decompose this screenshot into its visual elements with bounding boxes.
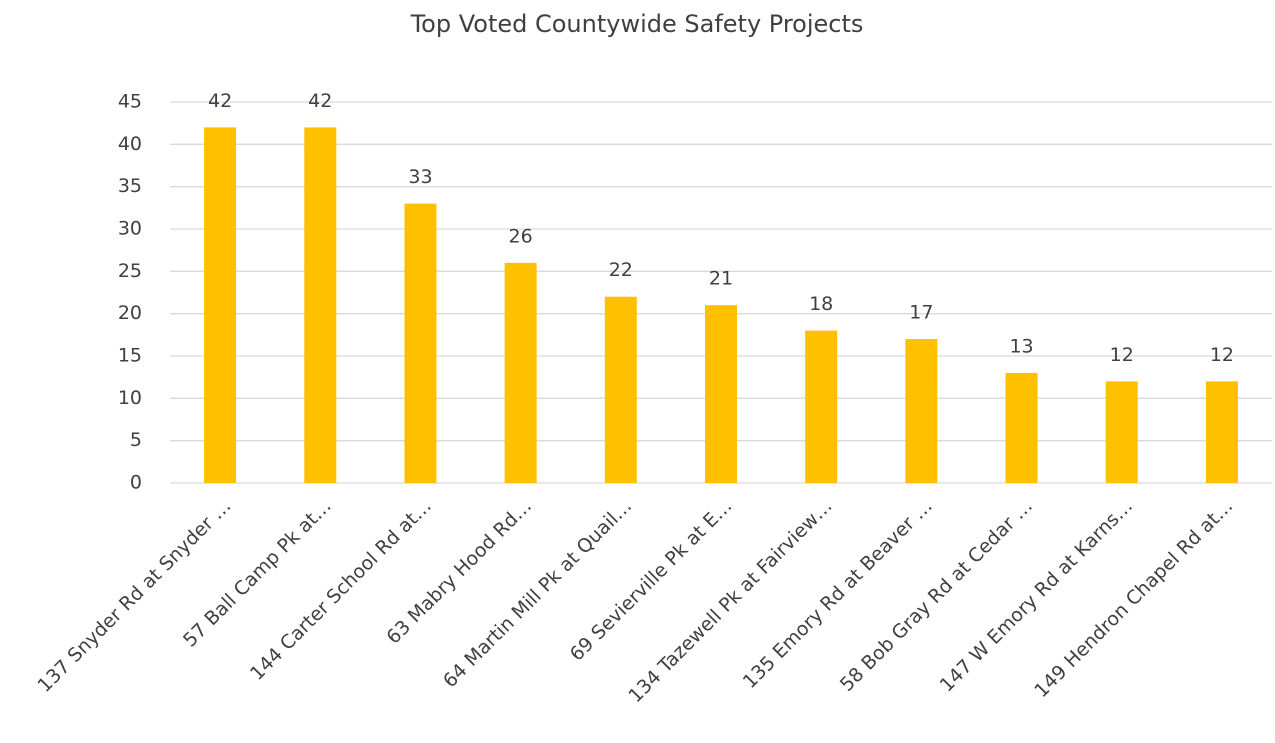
data-label: 42: [308, 90, 332, 112]
x-tick-label: 134 Tazewell Pk at Fairview…: [624, 495, 836, 707]
x-tick-label: 64 Martin Mill Pk at Quail…: [439, 495, 636, 692]
x-tick-label: 149 Hendron Chapel Rd at…: [1030, 495, 1237, 702]
bar: [905, 339, 938, 483]
data-label: 33: [408, 166, 432, 188]
data-label: 26: [509, 225, 533, 247]
data-label: 17: [909, 302, 933, 324]
bar: [204, 127, 237, 484]
data-label: 12: [1110, 344, 1134, 366]
bar: [705, 305, 737, 483]
y-tick-label: 5: [130, 429, 142, 451]
x-tick-label: 69 Sevierville Pk at E…: [566, 495, 737, 666]
y-tick-label: 35: [118, 175, 142, 197]
y-tick-label: 45: [118, 91, 142, 113]
x-tick-label: 144 Carter School Rd at…: [246, 495, 436, 685]
y-tick-label: 0: [130, 472, 142, 494]
data-label: 13: [1009, 335, 1033, 357]
bar: [1005, 372, 1038, 483]
x-tick-label: 147 W Emory Rd at Karns…: [936, 495, 1138, 697]
bar: [404, 203, 437, 483]
bar: [304, 127, 337, 484]
data-label: 21: [709, 268, 733, 290]
y-tick-label: 15: [118, 345, 142, 367]
x-tick-label: 137 Snyder Rd at Snyder …: [34, 495, 236, 697]
y-tick-label: 25: [118, 260, 142, 282]
x-tick-label: 135 Emory Rd at Beaver …: [739, 495, 937, 693]
x-tick-label: 58 Bob Gray Rd at Cedar …: [836, 495, 1037, 696]
data-label: 18: [809, 293, 833, 315]
y-tick-label: 20: [118, 302, 142, 324]
data-label: 42: [208, 90, 232, 112]
data-label: 12: [1210, 344, 1234, 366]
chart-title: Top Voted Countywide Safety Projects: [410, 10, 864, 38]
data-label: 22: [609, 259, 633, 281]
bar: [504, 262, 537, 483]
bar: [805, 330, 838, 483]
y-tick-label: 30: [118, 218, 142, 240]
bar: [1205, 381, 1238, 483]
bar: [604, 296, 637, 483]
y-tick-label: 40: [118, 133, 142, 155]
y-tick-label: 10: [118, 387, 142, 409]
bar: [1105, 381, 1138, 483]
